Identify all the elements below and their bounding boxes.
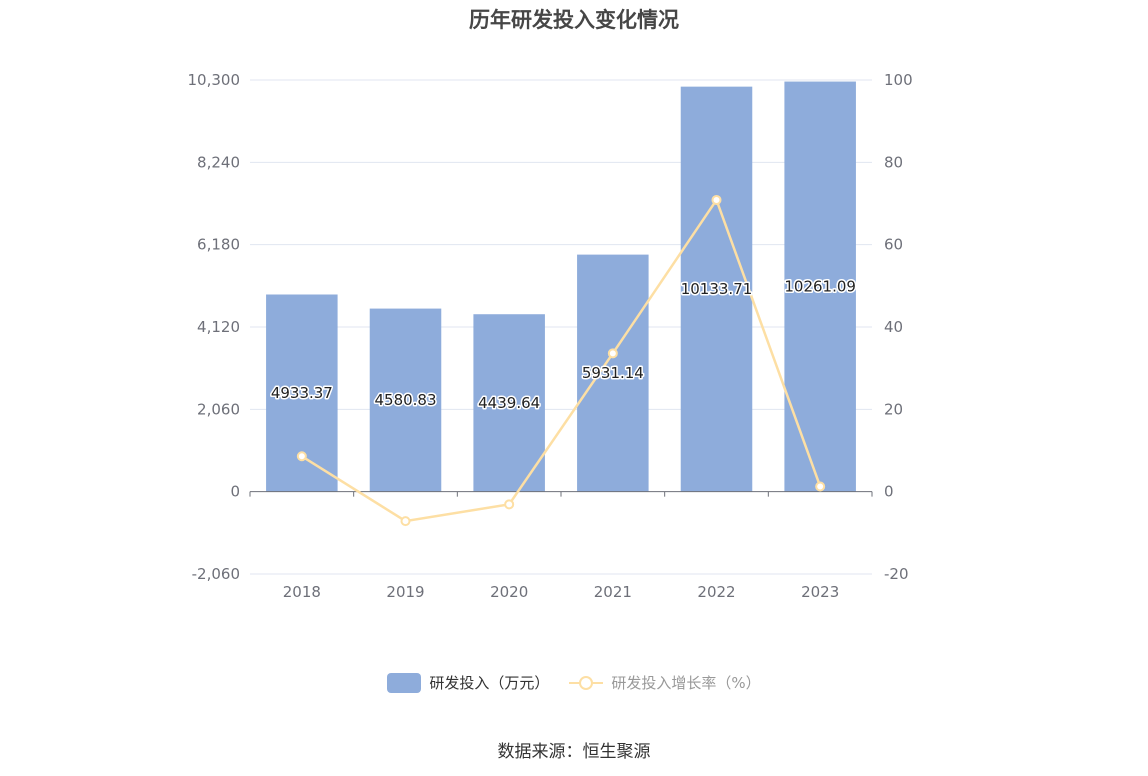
legend-label-bar: 研发投入（万元） — [429, 674, 550, 692]
right-axis-tick-label: 80 — [884, 153, 903, 171]
legend: 研发投入（万元） 研发投入增长率（%） — [0, 672, 1148, 693]
bar-value-label: 10261.09 — [784, 278, 856, 296]
legend-bar-swatch — [387, 672, 422, 693]
right-axis-tick-label: 0 — [884, 483, 894, 501]
growth-point — [607, 348, 618, 359]
x-axis-tick-label: 2023 — [801, 583, 839, 601]
left-axis-tick-label: 10,300 — [188, 71, 241, 89]
right-axis-tick-label: 60 — [884, 236, 903, 254]
bar — [369, 308, 442, 492]
x-axis-tick-label: 2022 — [697, 583, 735, 601]
legend-label-line: 研发投入增长率（%） — [611, 674, 761, 692]
right-axis-tick-label: 40 — [884, 318, 903, 336]
bar-value-label: 4439.64 — [478, 394, 540, 412]
bar-value-label: 4933.37 — [271, 384, 333, 402]
x-axis-tick-label: 2019 — [386, 583, 424, 601]
legend-item-bar[interactable]: 研发投入（万元） — [387, 672, 549, 693]
right-axis-tick-label: 20 — [884, 400, 903, 418]
x-axis-tick-label: 2020 — [490, 583, 528, 601]
legend-line-swatch — [569, 675, 604, 690]
left-axis-tick-label: -2,060 — [192, 565, 240, 583]
growth-point — [296, 451, 307, 462]
legend-item-line[interactable]: 研发投入增长率（%） — [569, 672, 761, 693]
left-axis-tick-label: 8,240 — [197, 153, 240, 171]
growth-line — [301, 197, 822, 523]
right-axis-tick-label: 100 — [884, 71, 913, 89]
left-axis-tick-label: 2,060 — [197, 400, 240, 418]
bar-value-label: 4580.83 — [374, 391, 436, 409]
growth-point — [504, 499, 515, 510]
bar — [473, 314, 545, 492]
bar-value-label: 5931.14 — [582, 364, 644, 382]
x-axis-tick-label: 2021 — [594, 583, 632, 601]
source-note: 数据来源：恒生聚源 — [497, 742, 651, 762]
growth-point — [400, 516, 411, 527]
growth-point — [711, 194, 722, 205]
left-axis-tick-label: 6,180 — [197, 236, 240, 254]
chart-title: 历年研发投入变化情况 — [469, 8, 679, 32]
x-axis-tick-label: 2018 — [283, 583, 321, 601]
left-axis-tick-label: 4,120 — [197, 318, 240, 336]
right-axis-tick-label: -20 — [884, 565, 909, 583]
bar — [577, 254, 649, 492]
bar — [680, 86, 753, 492]
bar-value-label: 10133.71 — [681, 280, 753, 298]
growth-point — [815, 481, 826, 492]
left-axis-tick-label: 0 — [230, 483, 240, 501]
